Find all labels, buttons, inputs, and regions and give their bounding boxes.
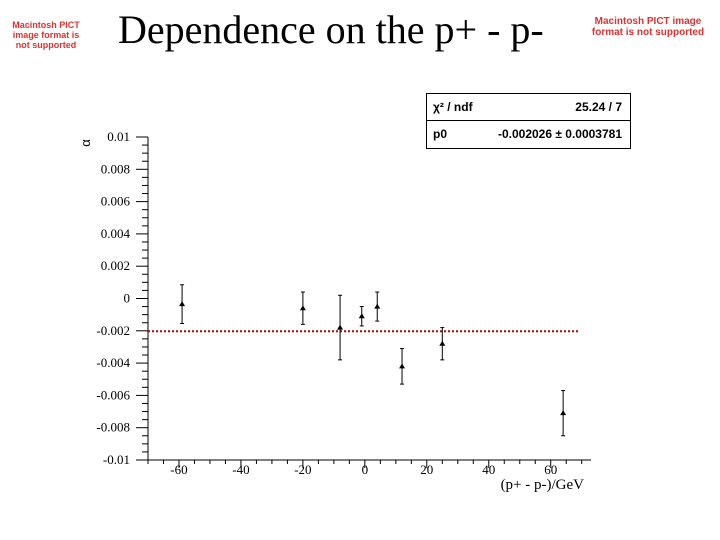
data-point — [337, 294, 344, 361]
point-marker — [179, 301, 186, 307]
pict-unsupported-notice-right: Macintosh PICT image format is not suppo… — [591, 16, 705, 38]
y-tick-label: -0.002 — [96, 323, 130, 338]
y-tick-label: -0.008 — [96, 420, 130, 435]
data-point — [374, 291, 381, 322]
data-point — [399, 348, 406, 385]
x-axis-label: (p+ - p-)/GeV — [501, 477, 585, 493]
fit-stats-row-p0: p0 -0.002026 ± 0.0003781 — [427, 121, 630, 147]
fit-stats-box: χ² / ndf 25.24 / 7 p0 -0.002026 ± 0.0003… — [426, 93, 631, 149]
x-tick-label: 0 — [362, 462, 369, 477]
chart-ticks: 0.01 0.008 0.006 0.004 0.002 0 -0.002 -0.004 -0.… — [96, 129, 583, 477]
data-point — [358, 306, 365, 327]
fit-stat-name: p0 — [433, 127, 448, 141]
x-tick-label: 40 — [482, 462, 495, 477]
data-point — [560, 390, 567, 437]
y-tick-label: -0.004 — [96, 355, 130, 370]
fit-stat-value: -0.002026 ± 0.0003781 — [497, 127, 622, 141]
point-marker — [374, 303, 381, 309]
slide-title: Dependence on the p+ - p- — [118, 7, 544, 52]
fit-stat-value: 25.24 / 7 — [575, 100, 622, 114]
fit-stat-name: χ² / ndf — [433, 100, 473, 114]
x-tick-label: -60 — [170, 462, 187, 477]
y-tick-label: 0.002 — [101, 258, 130, 273]
point-marker — [337, 324, 344, 330]
data-points — [179, 284, 567, 437]
point-marker — [439, 340, 446, 346]
x-tick-label: 60 — [544, 462, 557, 477]
data-point — [179, 284, 186, 325]
y-tick-label: 0 — [124, 291, 131, 306]
y-tick-label: -0.01 — [103, 452, 130, 467]
x-tick-label: -40 — [232, 462, 249, 477]
x-tick-label: -20 — [294, 462, 311, 477]
x-tick-label: 20 — [420, 462, 433, 477]
y-tick-label: 0.008 — [101, 161, 130, 176]
point-marker — [399, 363, 406, 369]
point-marker — [299, 305, 306, 311]
point-marker — [560, 410, 567, 416]
y-tick-label: 0.01 — [107, 129, 130, 144]
pict-unsupported-notice-left: Macintosh PICT image format is not suppo… — [12, 20, 80, 50]
y-tick-label: 0.006 — [101, 194, 131, 209]
y-axis-label: α — [78, 139, 93, 147]
data-point — [439, 327, 446, 361]
point-marker — [358, 313, 365, 319]
chart-axes — [147, 137, 591, 461]
fit-stats-row-chi2: χ² / ndf 25.24 / 7 — [427, 94, 630, 121]
data-point — [299, 291, 306, 325]
y-tick-label: -0.006 — [96, 387, 130, 402]
y-tick-label: 0.004 — [101, 226, 131, 241]
